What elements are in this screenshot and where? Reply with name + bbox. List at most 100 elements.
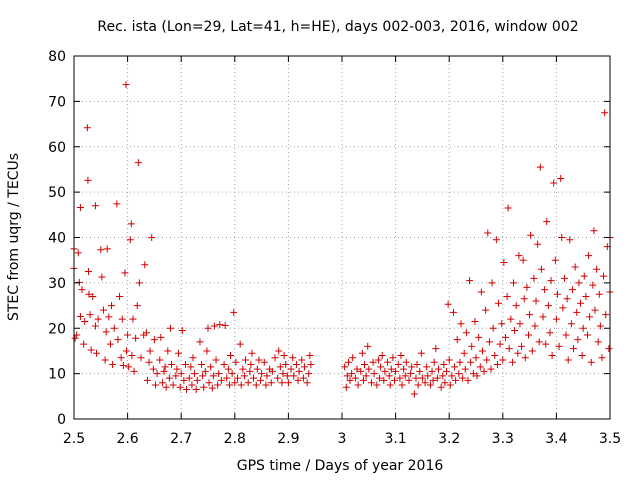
x-tick-label: 2.9 <box>277 431 299 447</box>
data-point <box>282 361 290 369</box>
data-point <box>384 358 392 366</box>
data-point <box>539 313 547 321</box>
data-point <box>518 342 526 350</box>
y-tick-label: 30 <box>48 276 66 292</box>
data-point <box>150 336 158 344</box>
data-point <box>510 279 518 287</box>
data-point <box>555 342 563 350</box>
data-point <box>376 374 384 382</box>
data-point <box>512 302 520 310</box>
data-point <box>585 252 593 260</box>
data-point <box>240 372 248 380</box>
data-point <box>434 365 442 373</box>
data-point <box>525 331 533 339</box>
data-point <box>483 356 491 364</box>
data-point <box>387 365 395 373</box>
data-point <box>91 322 99 330</box>
data-point <box>127 220 135 228</box>
data-point <box>257 376 265 384</box>
data-point <box>175 349 183 357</box>
data-point <box>129 315 137 323</box>
x-tick-label: 2.7 <box>170 431 192 447</box>
data-point <box>201 367 209 375</box>
data-point <box>477 288 485 296</box>
data-point <box>164 347 172 355</box>
data-point <box>105 313 113 321</box>
data-point <box>122 81 130 89</box>
data-point <box>461 365 469 373</box>
data-point <box>453 336 461 344</box>
data-point <box>76 204 84 212</box>
data-point <box>246 367 254 375</box>
data-point <box>577 299 585 307</box>
data-point <box>236 340 244 348</box>
data-point <box>298 356 306 364</box>
data-point <box>196 338 204 346</box>
data-point <box>290 372 298 380</box>
data-point <box>299 374 307 382</box>
data-point <box>217 376 225 384</box>
y-tick-label: 50 <box>48 185 66 201</box>
data-point <box>493 361 501 369</box>
x-tick-label: 3.4 <box>545 431 567 447</box>
data-point <box>124 331 132 339</box>
data-point <box>468 342 476 350</box>
data-point <box>280 351 288 359</box>
data-point <box>185 374 193 382</box>
data-point <box>466 277 474 285</box>
data-point <box>91 202 99 210</box>
data-point <box>357 367 365 375</box>
x-tick-label: 3.1 <box>384 431 406 447</box>
data-point <box>594 338 602 346</box>
data-point <box>443 367 451 375</box>
y-tick-label: 40 <box>48 231 66 247</box>
data-point <box>508 358 516 366</box>
data-point <box>421 379 429 387</box>
data-point <box>137 354 145 362</box>
data-point <box>459 374 467 382</box>
data-point <box>84 176 92 184</box>
data-point <box>258 370 266 378</box>
data-point <box>361 361 369 369</box>
data-point <box>223 374 231 382</box>
data-point <box>230 308 238 316</box>
data-point <box>401 372 409 380</box>
data-point <box>93 349 101 357</box>
data-point <box>580 272 588 280</box>
data-point <box>514 349 522 357</box>
data-point <box>413 361 421 369</box>
data-point <box>121 269 129 277</box>
data-point <box>507 315 515 323</box>
data-point <box>116 292 124 300</box>
data-point <box>237 381 245 389</box>
data-point <box>76 312 84 320</box>
y-tick-label: 0 <box>57 412 66 428</box>
data-point <box>462 329 470 337</box>
data-point <box>109 361 117 369</box>
data-point <box>563 295 571 303</box>
data-point <box>181 361 189 369</box>
data-point <box>498 320 506 328</box>
data-point <box>208 384 216 392</box>
data-point <box>532 297 540 305</box>
data-point <box>145 358 153 366</box>
data-point <box>553 290 561 298</box>
data-point <box>125 363 133 371</box>
grid-lines <box>74 56 610 419</box>
data-point <box>231 379 239 387</box>
data-point <box>303 379 311 387</box>
data-point <box>119 361 127 369</box>
data-point <box>605 345 613 353</box>
data-point <box>358 349 366 357</box>
y-tick-label: 60 <box>48 140 66 156</box>
data-point <box>541 286 549 294</box>
data-point <box>535 338 543 346</box>
data-point <box>531 322 539 330</box>
data-point <box>430 358 438 366</box>
data-point <box>178 327 186 335</box>
data-point <box>86 311 94 319</box>
data-point <box>106 340 114 348</box>
data-point <box>110 324 118 332</box>
data-point <box>187 363 195 371</box>
